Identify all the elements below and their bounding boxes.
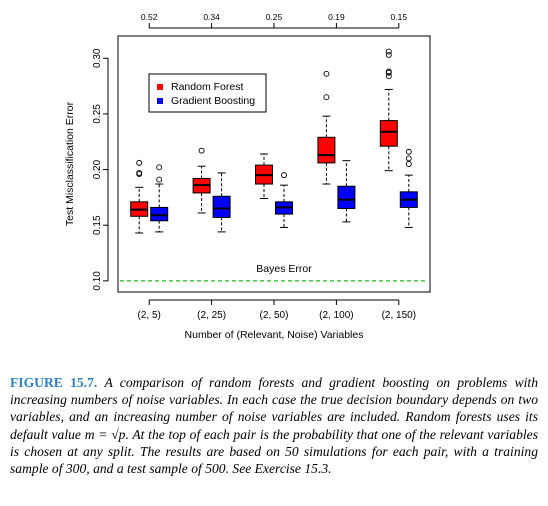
outlier-point <box>156 176 163 183</box>
legend: Random Forest Gradient Boosting <box>148 73 267 113</box>
boxplot-figure: 0.10 0.15 0.20 0.25 0.30 (2, 5) (2, 25) (2, 50… <box>64 12 431 341</box>
outlier-point <box>405 155 412 162</box>
outlier-point <box>136 169 143 176</box>
bayes-error-label: Bayes Error <box>256 263 312 275</box>
legend-label-random-forest: Random Forest <box>171 81 243 93</box>
box-body <box>317 136 336 164</box>
box-gradient-boosting <box>337 160 356 223</box>
top-probability-label: 0.34 <box>203 12 220 22</box>
outlier-point <box>385 48 392 55</box>
box-body <box>379 120 398 147</box>
box-gradient-boosting <box>275 172 293 228</box>
legend-swatch-gradient-boosting <box>157 98 163 104</box>
top-probability-axis: 0.52 0.34 0.25 0.19 0.15 <box>141 12 408 29</box>
box-body <box>337 185 356 210</box>
x-tick-label: (2, 150) <box>382 310 416 321</box>
outlier-point <box>385 68 392 75</box>
top-probability-label: 0.15 <box>391 12 408 22</box>
legend-frame <box>148 73 267 113</box>
y-tick-label: 0.20 <box>92 159 103 179</box>
box-gradient-boosting <box>399 148 418 228</box>
y-axis-title: Test Misclassification Error <box>64 101 76 226</box>
caption-label: FIGURE 15.7. <box>10 375 98 390</box>
top-probability-label: 0.19 <box>328 12 345 22</box>
outlier-point <box>405 161 412 167</box>
y-tick-label: 0.10 <box>92 271 103 291</box>
outlier-point <box>385 51 392 58</box>
legend-swatch-random-forest <box>157 84 163 90</box>
legend-label-gradient-boosting: Gradient Boosting <box>171 95 255 107</box>
box-body <box>150 206 169 222</box>
x-tick-label: (2, 50) <box>260 310 289 321</box>
outlier-point <box>323 94 330 101</box>
bayes-error-line-group: Bayes Error <box>120 263 428 282</box>
y-tick-label: 0.15 <box>92 215 103 235</box>
outlier-point <box>385 73 392 80</box>
box-random-forest <box>192 147 211 214</box>
x-axis: (2, 5) (2, 25) (2, 50) (2, 100) (2, 150) <box>138 299 416 321</box>
box-random-forest <box>317 70 336 185</box>
box-gradient-boosting <box>150 164 169 233</box>
y-tick-label: 0.25 <box>92 104 103 124</box>
box-body <box>212 195 231 218</box>
outlier-point <box>198 147 205 154</box>
figure-caption: FIGURE 15.7. A comparison of random fore… <box>10 374 538 477</box>
x-tick-label: (2, 5) <box>138 310 161 321</box>
box-series <box>130 48 418 234</box>
x-axis-title: Number of (Relevant, Noise) Variables <box>185 329 364 341</box>
box-random-forest <box>255 153 273 200</box>
outlier-point <box>136 159 143 166</box>
y-tick-label: 0.30 <box>92 48 103 68</box>
plot-frame <box>117 35 431 293</box>
top-probability-label: 0.25 <box>266 12 283 22</box>
outlier-point <box>405 148 412 155</box>
outlier-point <box>156 164 163 171</box>
y-axis: 0.10 0.15 0.20 0.25 0.30 <box>92 48 109 291</box>
box-random-forest <box>379 48 398 172</box>
box-random-forest <box>130 159 149 234</box>
outlier-point <box>323 70 330 77</box>
x-tick-label: (2, 25) <box>197 310 226 321</box>
top-probability-label: 0.52 <box>141 12 158 22</box>
x-tick-label: (2, 100) <box>319 310 353 321</box>
outlier-point <box>281 172 287 179</box>
caption-text: A comparison of random forests and gradi… <box>10 375 538 477</box>
box-gradient-boosting <box>212 172 231 233</box>
plot-area <box>117 35 431 293</box>
